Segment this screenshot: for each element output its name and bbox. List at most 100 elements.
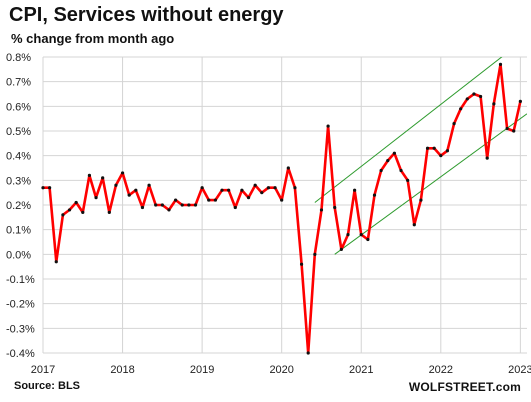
data-point [154,203,158,207]
y-tick-label: -0.1% [6,274,35,286]
data-point [253,183,257,187]
data-point [127,193,131,197]
data-point [419,198,423,202]
x-tick-label: 2023 [508,364,531,376]
data-point [120,171,125,175]
data-point [74,200,78,205]
data-point [432,146,436,150]
x-tick-label: 2020 [269,364,293,376]
trend-line [314,57,503,203]
data-point [101,176,105,180]
data-point [180,203,184,207]
data-point [114,183,118,187]
data-point [379,168,383,173]
data-point [147,183,151,187]
data-point [213,198,217,202]
y-tick-label: -0.3% [6,323,35,335]
x-axis: 2017 2018 2019 2020 2021 2022 2023 [31,364,531,376]
data-point [286,166,290,170]
data-point [392,151,396,155]
data-point [319,208,324,212]
data-point [445,149,450,153]
x-tick-label: 2017 [31,364,55,376]
data-point [313,252,317,256]
data-point [306,351,310,355]
data-point [326,124,330,128]
data-point [227,188,231,192]
data-point [187,203,191,207]
data-point [246,196,251,200]
x-tick-label: 2018 [110,364,134,376]
data-point [465,97,469,101]
data-point [399,168,403,173]
data-point [485,156,489,160]
data-point [452,122,456,126]
data-point [174,198,178,202]
y-tick-label: 0.5% [6,126,31,138]
gridlines [42,56,527,354]
data-point [273,186,277,190]
data-point [233,205,237,210]
y-tick-label: 0.8% [6,52,31,64]
data-point [425,146,430,150]
data-point [293,186,297,190]
y-tick-label: 0.7% [6,77,31,89]
series-group [41,62,522,355]
data-point [505,126,509,131]
data-point [512,129,516,133]
data-point [412,223,416,227]
y-tick-label: 0.6% [6,101,31,113]
x-tick-label: 2019 [190,364,214,376]
y-tick-label: -0.2% [6,299,35,311]
data-point [406,178,410,182]
chart-subtitle: % change from month ago [11,31,175,46]
data-point [478,94,483,99]
data-point [81,210,85,214]
data-point [134,188,138,192]
y-tick-label: 0.4% [6,151,31,163]
data-point [346,233,350,237]
y-tick-label: 0.2% [6,200,31,212]
data-point [200,186,204,190]
chart-title: CPI, Services without energy [9,4,284,26]
data-point [359,233,363,237]
y-axis: -0.4% -0.3% -0.2% -0.1% 0.0% 0.1% 0.2% 0.3% 0.4%… [6,52,35,360]
data-point [207,198,211,202]
data-point [333,205,337,210]
data-point [48,186,52,190]
data-point [353,188,357,192]
data-point [266,186,271,190]
data-point [167,208,171,212]
data-point [220,188,224,192]
data-point [372,193,377,197]
y-tick-label: 0.1% [6,225,31,237]
source-note: Source: BLS [14,380,81,392]
data-point [193,203,198,207]
data-point [492,102,496,106]
data-point [439,154,443,158]
data-point [160,203,164,207]
data-point [140,205,145,210]
data-point [339,247,343,251]
y-tick-label: 0.3% [6,175,31,187]
brand-label: WOLFSTREET.com [408,380,521,394]
data-point [472,92,476,96]
x-tick-label: 2022 [429,364,453,376]
data-point [41,186,45,190]
y-tick-label: 0.0% [6,249,31,261]
data-point [260,191,264,195]
data-point [94,196,98,200]
data-point [240,188,244,192]
y-tick-label: -0.4% [6,348,35,360]
data-point [87,173,92,177]
data-point [498,62,503,66]
data-point [280,198,284,202]
data-point [299,262,304,266]
data-point [67,208,72,212]
data-point [107,210,111,214]
data-point [518,99,522,103]
trend-channel [314,57,527,255]
data-point [54,260,58,264]
data-point [459,107,463,111]
